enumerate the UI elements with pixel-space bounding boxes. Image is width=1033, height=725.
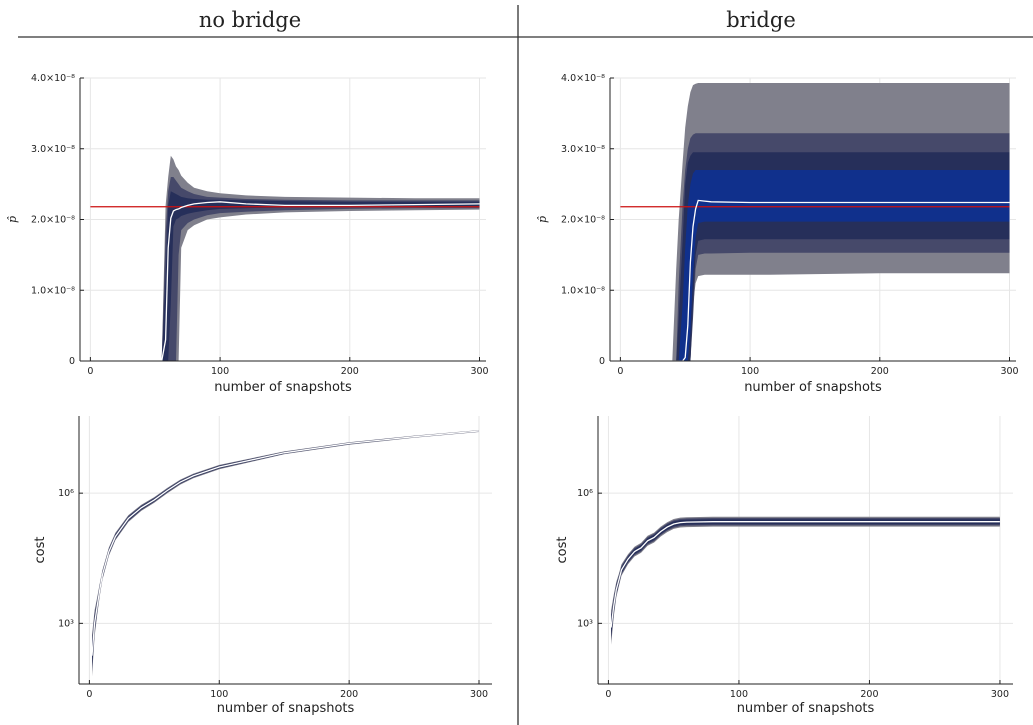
panel-top-left: 0 100 200 300 0 1.0×10⁻⁸ 2.0×10⁻⁸ 3.0×10⁻⁸ 4.0×1…: [6, 73, 489, 395]
y-tick-label-0: 0: [69, 356, 75, 367]
band-1: [90, 177, 480, 361]
y-tick-label-3: 3.0×10⁻⁸: [31, 144, 75, 155]
y-tick-label-2: 2.0×10⁻⁸: [561, 215, 605, 226]
x-tick-label-1: 100: [741, 366, 759, 377]
panel-top-right: 0 100 200 300 0 1.0×10⁻⁸ 2.0×10⁻⁸ 3.0×10⁻⁸ 4.0×1…: [536, 73, 1019, 395]
y-tick-label-4: 4.0×10⁻⁸: [31, 73, 75, 84]
x-tick-label-3: 300: [1000, 366, 1018, 377]
band-1: [611, 518, 1000, 641]
band-2: [90, 191, 480, 361]
column-title-bridge: bridge: [726, 8, 796, 32]
x-tick-label-0: 0: [605, 689, 611, 700]
x-tick-label-3: 300: [470, 689, 488, 700]
mean-line: [90, 201, 480, 362]
y-tick-label-0: 0: [599, 356, 605, 367]
x-tick-label-1: 100: [211, 366, 229, 377]
band-0: [92, 430, 479, 677]
panel-bottom-right: 0 100 200 300 10³ 10⁶ number of snapshots cost: [555, 416, 1013, 716]
x-tick-label-1: 100: [210, 689, 228, 700]
x-tick-label-0: 0: [617, 366, 623, 377]
y-axis-label: cost: [33, 537, 48, 564]
band-3: [620, 170, 1010, 361]
y-axis-label: cost: [555, 537, 570, 564]
band-0: [90, 155, 480, 361]
x-tick-label-0: 0: [87, 366, 93, 377]
x-axis-label: number of snapshots: [744, 380, 882, 395]
band-1: [92, 430, 479, 672]
x-tick-label-2: 200: [871, 366, 889, 377]
y-tick-label-4: 4.0×10⁻⁸: [561, 73, 605, 84]
x-tick-label-3: 300: [470, 366, 488, 377]
x-axis-label: number of snapshots: [737, 701, 875, 716]
x-tick-label-2: 200: [340, 689, 358, 700]
x-tick-label-2: 200: [860, 689, 878, 700]
y-tick-label-1: 10⁶: [577, 488, 593, 499]
y-tick-label-1: 10⁶: [58, 488, 74, 499]
y-tick-label-0: 10³: [58, 618, 74, 629]
x-axis-label: number of snapshots: [214, 380, 352, 395]
x-axis-label: number of snapshots: [217, 701, 355, 716]
panel-bottom-left: 0 100 200 300 10³ 10⁶ number of snapshots cost: [33, 416, 492, 716]
mean-line: [91, 430, 480, 656]
y-axis-label: p̂: [6, 216, 19, 223]
y-tick-label-3: 3.0×10⁻⁸: [561, 144, 605, 155]
x-tick-label-0: 0: [86, 689, 92, 700]
y-tick-label-1: 1.0×10⁻⁸: [31, 285, 75, 296]
band-2: [611, 519, 1000, 637]
column-title-no-bridge: no bridge: [199, 8, 301, 32]
x-tick-label-3: 300: [991, 689, 1009, 700]
mean-line: [610, 521, 1000, 628]
y-tick-label-2: 2.0×10⁻⁸: [31, 215, 75, 226]
x-tick-label-2: 200: [341, 366, 359, 377]
y-axis-label: p̂: [536, 216, 549, 223]
band-0: [611, 516, 1000, 645]
band-2: [92, 430, 479, 666]
y-tick-label-0: 10³: [577, 618, 593, 629]
y-tick-label-1: 1.0×10⁻⁸: [561, 285, 605, 296]
x-tick-label-1: 100: [730, 689, 748, 700]
